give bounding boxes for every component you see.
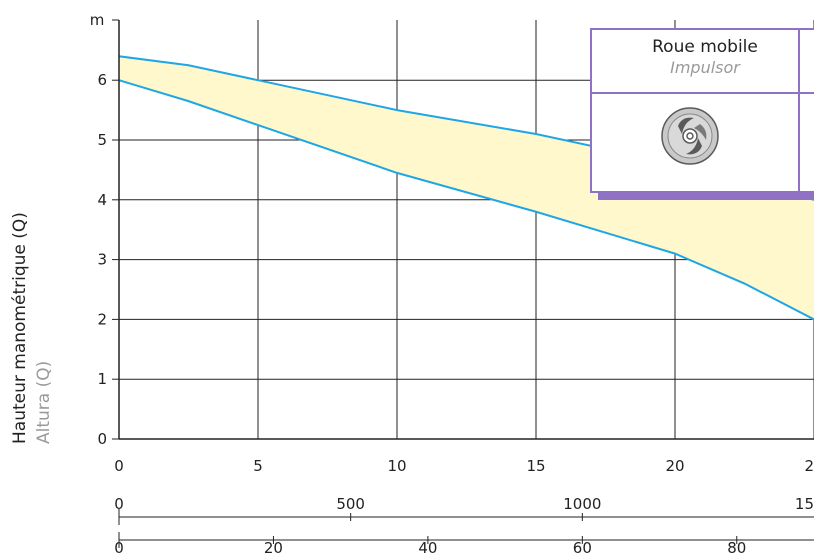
y-unit-label: m bbox=[90, 11, 105, 29]
x-tick-label: 5 bbox=[253, 457, 263, 475]
legend-subtitle: Impulsor bbox=[670, 58, 740, 77]
y-tick-label: 2 bbox=[97, 310, 107, 328]
legend-box: Roue mobile Impulsor bbox=[590, 28, 814, 193]
y-axis-subtitle: Altura (Q) bbox=[34, 360, 54, 444]
x-tick-label: 15 bbox=[526, 457, 545, 475]
x-tick-label: 10 bbox=[387, 457, 406, 475]
y-tick-label: 4 bbox=[97, 191, 107, 209]
x-tick-label: 40 bbox=[418, 539, 437, 557]
x-tick-label: 60 bbox=[573, 539, 592, 557]
x-tick-label: 80 bbox=[727, 539, 746, 557]
legend-divider bbox=[798, 30, 800, 191]
y-tick-label: 3 bbox=[97, 251, 107, 269]
lower-curve bbox=[118, 79, 814, 321]
x-tick-label: 20 bbox=[665, 457, 684, 475]
y-tick-label: 1 bbox=[97, 370, 107, 388]
x-tick-label: 0 bbox=[114, 495, 124, 513]
legend-header: Roue mobile Impulsor bbox=[592, 30, 814, 94]
x-tick-label: 25 bbox=[804, 457, 814, 475]
x-tick-labels: 0510152025303540455050010001500200025003… bbox=[114, 457, 814, 557]
x-tick-label: 0 bbox=[114, 457, 124, 475]
y-tick-label: 0 bbox=[97, 430, 107, 448]
x-tick-label: 1500 bbox=[795, 495, 814, 513]
x-tick-label: 500 bbox=[336, 495, 365, 513]
x-tick-label: 0 bbox=[114, 539, 124, 557]
legend-shadow bbox=[598, 192, 814, 200]
x-tick-label: 20 bbox=[264, 539, 283, 557]
operating-range-fill bbox=[119, 56, 814, 320]
y-tick-label: 6 bbox=[97, 71, 107, 89]
y-tick-label: 5 bbox=[97, 131, 107, 149]
legend-title: Roue mobile bbox=[652, 37, 758, 57]
y-tick-labels: 0 1 2 3 4 5 6 m bbox=[90, 11, 107, 448]
y-axis-title: Hauteur manométrique (Q) bbox=[10, 212, 30, 444]
x-tick-label: 1000 bbox=[563, 495, 601, 513]
axes bbox=[112, 19, 814, 440]
upper-curve bbox=[118, 55, 814, 201]
impeller-icon bbox=[661, 107, 719, 165]
